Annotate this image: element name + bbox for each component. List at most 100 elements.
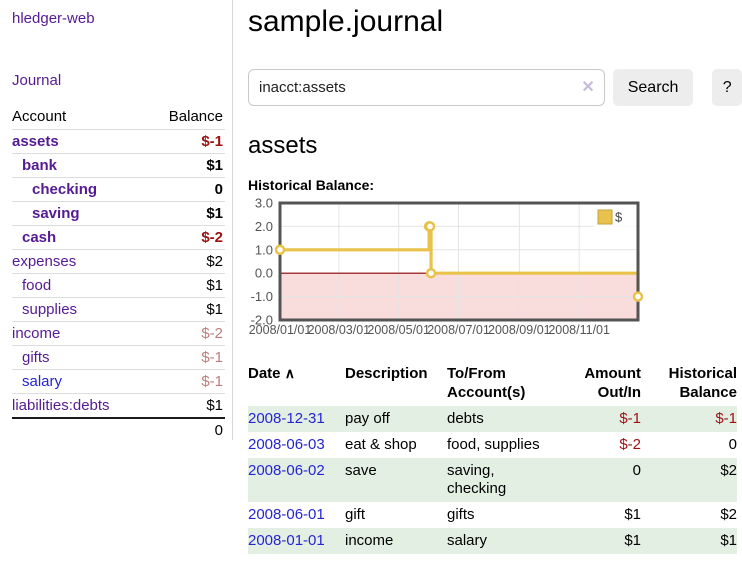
accounts-total-row: 0: [12, 417, 225, 442]
svg-text:-2.0: -2.0: [251, 313, 273, 328]
accounts-table: Account Balance assets $-1 bank $1 checking 0…: [12, 106, 225, 442]
account-link[interactable]: salary: [22, 373, 63, 390]
account-balance: $-1: [148, 345, 225, 370]
account-balance: $1: [148, 297, 225, 322]
balance-chart: $3.0 2.0 1.0 0.0 -1.0 -2.0 2008/01/01 2008/03/0…: [248, 197, 742, 339]
transaction-date-link[interactable]: 2008-12-31: [248, 410, 325, 427]
accounts-total-value: 0: [148, 417, 225, 442]
svg-text:2008/03/01: 2008/03/01: [308, 323, 371, 337]
account-balance: $-1: [148, 369, 225, 394]
account-link[interactable]: income: [12, 325, 61, 342]
account-row: income $-2: [12, 321, 225, 346]
sort-asc-icon: ∧: [284, 365, 295, 381]
transaction-amount: $1: [624, 506, 641, 523]
transaction-balance: $2: [641, 458, 737, 502]
chart-title: Historical Balance:: [248, 177, 375, 193]
account-row: checking 0: [12, 177, 225, 202]
register-header-row: Date ∧ Description To/From Account(s) Am…: [248, 362, 737, 406]
transaction-balance: $1: [641, 528, 737, 554]
account-balance: $1: [148, 153, 225, 178]
transaction-date-link[interactable]: 2008-06-02: [248, 462, 325, 479]
account-heading: assets: [248, 132, 318, 159]
account-link[interactable]: food: [22, 277, 52, 294]
svg-text:0.0: 0.0: [255, 266, 273, 281]
transaction-amount: $-1: [571, 406, 641, 432]
account-balance: $2: [148, 249, 225, 274]
account-link[interactable]: supplies: [22, 301, 78, 318]
transaction-amount: 0: [571, 458, 641, 502]
accounts-header-balance: Balance: [148, 106, 225, 130]
account-balance: $1: [148, 201, 225, 226]
account-row: expenses $2: [12, 249, 225, 274]
help-button[interactable]: ?: [712, 69, 742, 106]
account-row: gifts $-1: [12, 345, 225, 370]
transaction-date-link[interactable]: 2008-01-01: [248, 532, 325, 549]
svg-text:2008/09/01: 2008/09/01: [488, 323, 551, 337]
account-balance: 0: [148, 177, 225, 202]
sidebar-item-journal[interactable]: Journal: [12, 72, 62, 89]
transaction-balance: 0: [728, 436, 737, 453]
register-header-amount: Amount Out/In: [584, 365, 641, 401]
account-link[interactable]: cash: [22, 229, 57, 246]
account-row: assets $-1: [12, 129, 225, 154]
transaction-description: gift: [345, 506, 366, 523]
main-content: sample.journal ✕ Search ? assets Histori…: [248, 0, 742, 554]
svg-text:2008/07/01: 2008/07/01: [427, 323, 490, 337]
register-header-accounts: To/From Account(s): [447, 365, 526, 401]
svg-text:1.0: 1.0: [255, 242, 273, 257]
account-balance: $1: [148, 273, 225, 298]
account-link[interactable]: bank: [22, 157, 58, 174]
register-table: Date ∧ Description To/From Account(s) Am…: [248, 362, 737, 554]
transaction-description: eat & shop: [345, 436, 417, 453]
transaction-accounts: food, supplies: [447, 436, 540, 453]
search-bar: ✕ Search ?: [248, 69, 742, 106]
sidebar: hledger-web Journal Account Balance asse…: [0, 0, 233, 442]
account-link[interactable]: gifts: [22, 349, 50, 366]
account-link[interactable]: liabilities:debts: [12, 397, 110, 414]
transaction-amount: $-2: [619, 436, 641, 453]
svg-text:2008/01/01: 2008/01/01: [249, 323, 312, 337]
transaction-amount: $1: [571, 528, 641, 554]
register-header-description: Description: [345, 365, 428, 382]
account-balance: $-1: [148, 129, 225, 154]
transaction-row: 2008-06-02 save saving, checking 0 $2: [248, 458, 737, 502]
account-row: supplies $1: [12, 297, 225, 322]
account-row: cash $-2: [12, 225, 225, 250]
svg-text:-1.0: -1.0: [251, 289, 273, 304]
account-row: saving $1: [12, 201, 225, 226]
transaction-accounts: debts: [447, 406, 571, 432]
chart-legend-label: $: [615, 210, 623, 225]
transaction-row: 2008-01-01 income salary $1 $1: [248, 528, 737, 554]
accounts-header-account: Account: [12, 106, 149, 130]
account-link[interactable]: saving: [32, 205, 80, 222]
register-header-date[interactable]: Date ∧: [248, 365, 295, 382]
svg-text:3.0: 3.0: [255, 197, 273, 211]
app-title-link[interactable]: hledger-web: [12, 10, 95, 27]
account-row: liabilities:debts $1: [12, 393, 225, 419]
svg-text:2.0: 2.0: [255, 219, 273, 234]
transaction-description: save: [345, 458, 447, 502]
clear-search-icon[interactable]: ✕: [581, 78, 595, 96]
transaction-accounts: gifts: [447, 506, 475, 523]
transaction-row: 2008-06-01 gift gifts $1 $2: [248, 502, 737, 528]
transaction-row: 2008-06-03 eat & shop food, supplies $-2 0: [248, 432, 737, 458]
account-link[interactable]: expenses: [12, 253, 77, 270]
svg-text:2008/11/01: 2008/11/01: [548, 323, 610, 337]
transaction-date-link[interactable]: 2008-06-01: [248, 506, 325, 523]
page-title: sample.journal: [248, 5, 444, 38]
balance-chart-svg: $3.0 2.0 1.0 0.0 -1.0 -2.02008/01/012008/03/0…: [249, 197, 644, 337]
svg-text:2008/05/01: 2008/05/01: [367, 323, 430, 337]
transaction-description: income: [345, 528, 447, 554]
account-link[interactable]: checking: [32, 181, 98, 198]
account-link[interactable]: assets: [12, 133, 59, 150]
account-row: salary $-1: [12, 369, 225, 394]
search-button[interactable]: Search: [612, 69, 694, 106]
account-row: food $1: [12, 273, 225, 298]
account-row: bank $1: [12, 153, 225, 178]
account-balance: $-2: [148, 321, 225, 346]
transaction-date-link[interactable]: 2008-06-03: [248, 436, 325, 453]
search-input[interactable]: [248, 69, 605, 106]
transaction-balance: $2: [720, 506, 737, 523]
transaction-description: pay off: [345, 406, 447, 432]
register-header-balance: Historical Balance: [668, 365, 737, 401]
